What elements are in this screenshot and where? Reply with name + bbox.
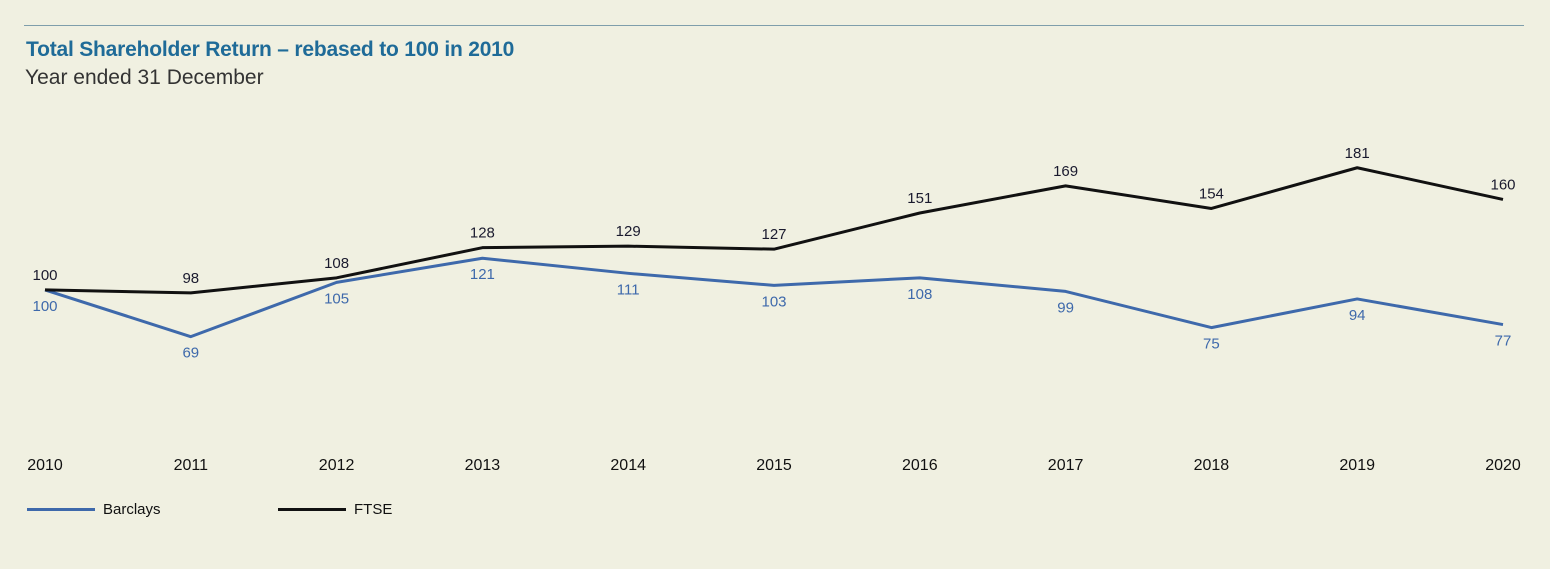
- data-label-ftse: 129: [616, 223, 641, 240]
- x-tick-label: 2010: [27, 457, 63, 474]
- data-label-barclays: 94: [1349, 307, 1366, 324]
- legend-item-barclays: Barclays: [27, 501, 161, 518]
- data-label-ftse: 160: [1490, 176, 1515, 193]
- data-label-ftse: 154: [1199, 185, 1224, 202]
- data-label-barclays: 77: [1495, 333, 1512, 350]
- data-label-ftse: 98: [182, 270, 199, 287]
- x-tick-label: 2020: [1485, 457, 1521, 474]
- data-label-barclays: 121: [470, 266, 495, 283]
- data-label-ftse: 151: [907, 190, 932, 207]
- data-label-barclays: 69: [182, 345, 199, 362]
- legend-swatch-ftse: [278, 508, 346, 511]
- legend-label-ftse: FTSE: [354, 501, 393, 518]
- chart-title: Total Shareholder Return – rebased to 10…: [26, 38, 515, 61]
- data-label-ftse: 181: [1345, 145, 1370, 162]
- data-label-barclays: 103: [761, 293, 786, 310]
- series-line-barclays: [44, 256, 1504, 339]
- x-tick-label: 2016: [902, 457, 938, 474]
- x-tick-label: 2019: [1339, 457, 1375, 474]
- data-label-ftse: 128: [470, 225, 495, 242]
- legend-swatch-barclays: [27, 508, 95, 511]
- legend-label-barclays: Barclays: [103, 501, 161, 518]
- x-tick-label: 2011: [174, 457, 209, 474]
- data-label-ftse: 169: [1053, 163, 1078, 180]
- data-label-barclays: 100: [32, 298, 57, 315]
- data-label-ftse: 108: [324, 255, 349, 272]
- data-label-ftse: 100: [32, 267, 57, 284]
- x-tick-label: 2015: [756, 457, 792, 474]
- top-rule: [24, 25, 1524, 26]
- data-label-barclays: 99: [1057, 299, 1074, 316]
- data-label-barclays: 75: [1203, 336, 1220, 353]
- data-label-barclays: 108: [907, 286, 932, 303]
- data-label-barclays: 105: [324, 290, 349, 307]
- x-tick-label: 2012: [319, 457, 355, 474]
- x-tick-label: 2014: [610, 457, 646, 474]
- x-tick-label: 2013: [465, 457, 501, 474]
- chart-subtitle: Year ended 31 December: [25, 66, 264, 89]
- data-label-ftse: 127: [761, 226, 786, 243]
- legend-item-ftse: FTSE: [278, 501, 392, 518]
- x-tick-label: 2018: [1194, 457, 1230, 474]
- x-tick-label: 2017: [1048, 457, 1084, 474]
- data-label-barclays: 111: [617, 281, 640, 298]
- series-line-ftse: [44, 166, 1504, 295]
